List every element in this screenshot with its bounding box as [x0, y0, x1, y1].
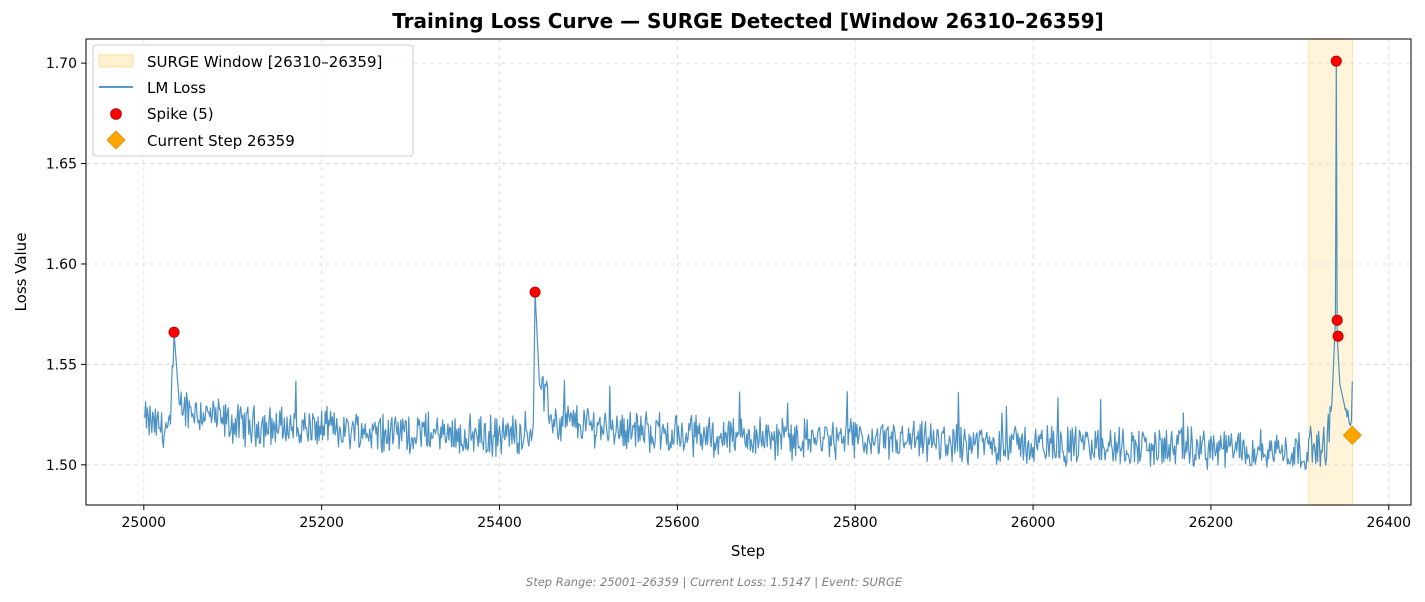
x-tick-label: 25600	[655, 515, 700, 531]
lm-loss-line-layer	[144, 60, 1353, 470]
x-tick-label: 25000	[122, 515, 167, 531]
grid-lines	[86, 39, 1411, 505]
spike-marker	[1331, 314, 1343, 326]
legend-box	[92, 44, 414, 157]
plot-area	[85, 38, 1412, 506]
legend-spike-label: Spike (5)	[147, 105, 214, 123]
current-step-marker	[1342, 425, 1362, 445]
x-tick-label: 26200	[1189, 515, 1234, 531]
surge-window-layer	[1308, 38, 1353, 506]
x-tick-label: 25800	[833, 515, 878, 531]
spike-marker	[529, 286, 541, 298]
legend-spike-marker	[110, 108, 122, 120]
y-tick-label: 1.60	[46, 257, 77, 273]
legend-current-label: Current Step 26359	[147, 132, 295, 150]
y-axis-label: Loss Value	[12, 233, 30, 312]
legend-surge-swatch	[98, 54, 134, 68]
x-tick-label: 25200	[299, 515, 344, 531]
legend-surge-label: SURGE Window [26310–26359]	[147, 53, 382, 71]
spike-marker	[1330, 55, 1342, 67]
y-tick-label: 1.70	[46, 56, 77, 72]
x-tick-label: 26000	[1011, 515, 1056, 531]
x-axis-ticks: 25000 25200 25400 25600 25800 26000 26200 26400	[122, 505, 1411, 531]
chart-title: Training Loss Curve — SURGE Detected [Wi…	[392, 9, 1104, 33]
plot-frame	[85, 38, 1412, 506]
legend-line-label: LM Loss	[147, 79, 206, 97]
y-axis-ticks: 1.50 1.55 1.60 1.65 1.70	[46, 56, 86, 474]
y-tick-label: 1.55	[46, 357, 77, 373]
marker-layer	[168, 55, 1362, 445]
legend-current-marker	[106, 130, 126, 150]
lm-loss-line	[144, 60, 1353, 470]
x-axis-label: Step	[731, 542, 765, 560]
x-tick-label: 26400	[1366, 515, 1411, 531]
spike-marker	[168, 326, 180, 338]
y-tick-label: 1.65	[46, 157, 77, 173]
x-tick-label: 25400	[477, 515, 522, 531]
spike-marker	[1332, 330, 1344, 342]
y-tick-label: 1.50	[46, 458, 77, 474]
surge-window-band	[1308, 38, 1353, 506]
legend: SURGE Window [26310–26359] LM Loss Spike…	[92, 44, 414, 157]
footer-note: Step Range: 25001–26359 | Current Loss: …	[526, 575, 903, 589]
